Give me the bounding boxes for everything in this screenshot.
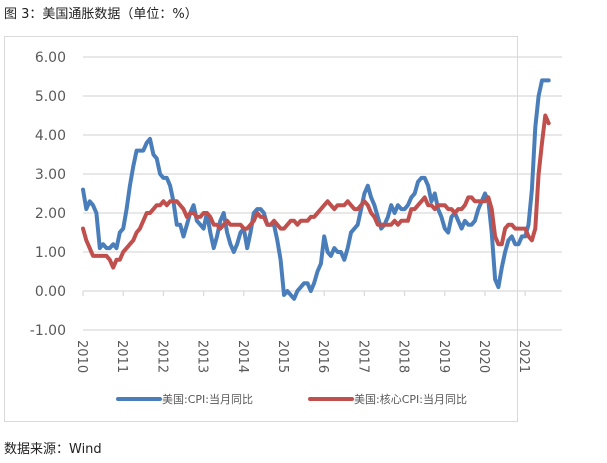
y-tick-label: 2.00 [35,206,66,222]
y-tick-label: 3.00 [35,167,66,183]
x-tick-label: 2010 [74,340,89,373]
x-tick-label: 2020 [476,340,491,373]
figure-title: 图 3：美国通胀数据（单位：%） [4,7,198,22]
x-axis-labels: 2010 2011 2012 2013 2014 2015 2016 2017 2018 2019… [74,340,531,373]
x-tick-label: 2019 [436,340,451,373]
x-tick-label: 2013 [195,340,210,373]
legend-label: 美国:CPI:当月同比 [162,392,253,406]
x-tick-label: 2018 [396,340,411,373]
legend-item: 美国:CPI:当月同比 [116,392,253,406]
x-tick-label: 2011 [114,340,129,373]
gridlines [82,56,562,331]
series-lines [81,78,551,301]
x-tick-label: 2012 [154,340,169,373]
core-cpi-line [81,113,551,270]
x-tick-label: 2016 [315,340,330,373]
cpi-line [81,78,551,301]
x-tick-label: 2017 [355,340,370,373]
x-tick-label: 2014 [235,340,250,373]
legend-item: 美国:核心CPI:当月同比 [308,392,467,406]
chart-legend: 美国:CPI:当月同比 美国:核心CPI:当月同比 [116,392,467,406]
y-tick-label: -1.00 [30,323,66,339]
legend-label: 美国:核心CPI:当月同比 [354,392,467,406]
y-tick-label: 6.00 [35,50,66,66]
data-source: 数据来源：Wind [4,442,102,457]
y-axis-labels: 6.00 5.00 4.00 3.00 2.00 1.00 0.00 -1.00 [30,50,66,339]
y-tick-label: 4.00 [35,128,66,144]
y-tick-label: 0.00 [35,284,66,300]
x-tick-label: 2015 [275,340,290,373]
x-tick-label: 2021 [516,340,531,373]
y-tick-label: 5.00 [35,89,66,105]
y-tick-label: 1.00 [35,245,66,261]
